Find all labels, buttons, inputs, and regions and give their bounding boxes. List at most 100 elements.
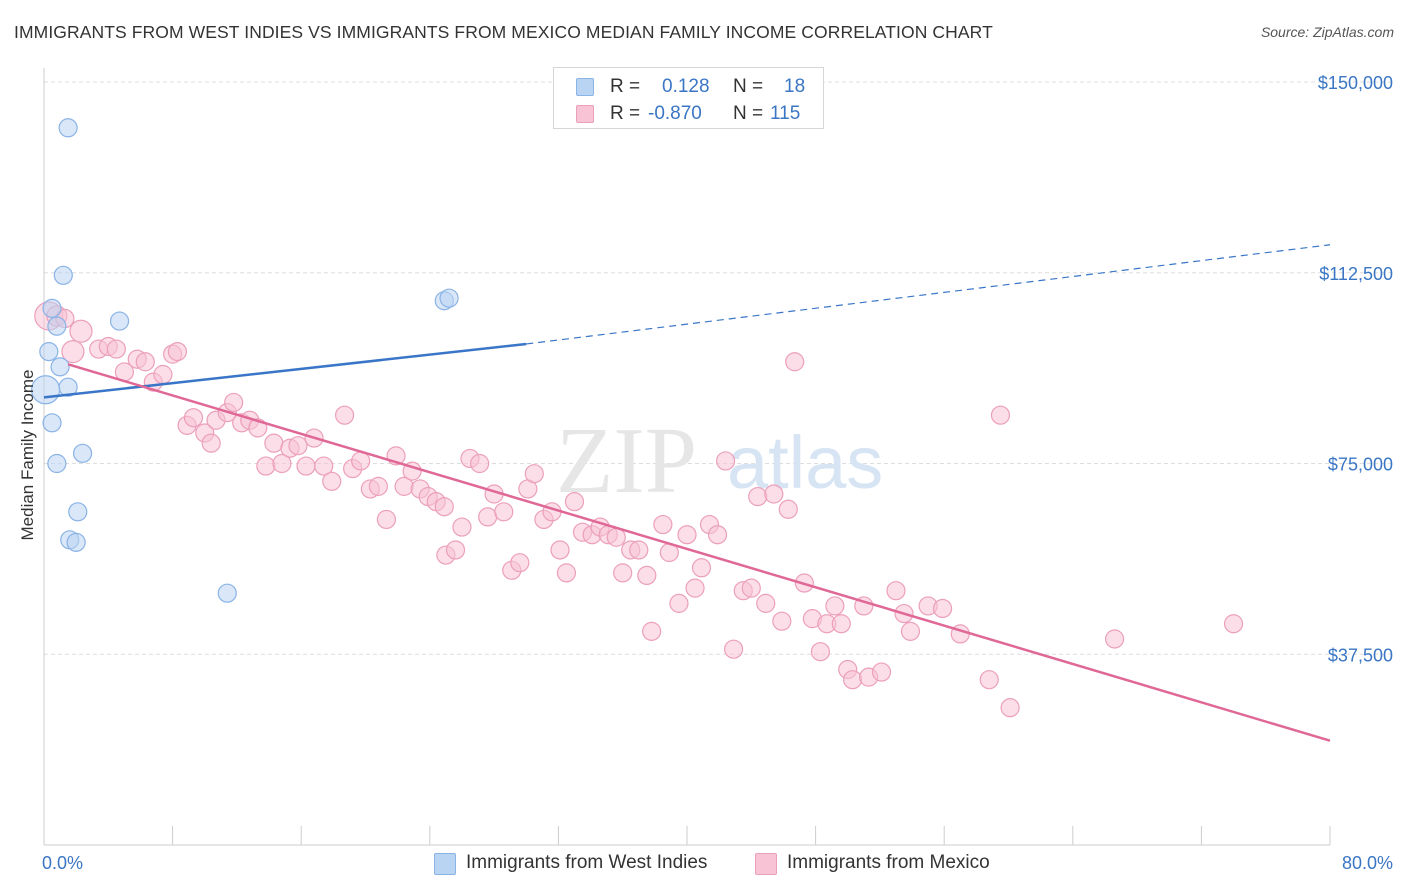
legend-swatch-blue <box>576 78 594 96</box>
data-point <box>1000 698 1020 718</box>
data-point <box>900 621 921 641</box>
chart-title: IMMIGRANTS FROM WEST INDIES VS IMMIGRANT… <box>14 22 993 42</box>
west-indies-points <box>31 118 459 603</box>
data-point <box>69 319 93 343</box>
data-point <box>642 621 662 641</box>
y-tick-label: $37,500 <box>1328 645 1393 665</box>
data-point <box>653 514 673 535</box>
data-point <box>272 453 292 474</box>
data-point <box>550 540 570 560</box>
data-point <box>42 413 62 433</box>
data-point <box>741 578 761 598</box>
data-point <box>53 265 73 285</box>
data-point <box>183 408 204 428</box>
data-point <box>288 436 308 456</box>
west-indies-trendline-extension <box>526 244 1331 345</box>
series-label: Immigrants from West Indies <box>466 852 708 873</box>
data-point <box>153 364 173 385</box>
y-tick-label: $112,500 <box>1319 264 1393 284</box>
series-swatch-pink <box>755 853 777 875</box>
data-point <box>50 357 70 377</box>
mexico-points <box>34 301 1244 718</box>
legend-r-label: R = <box>610 76 641 97</box>
x-tick-label: 80.0% <box>1342 853 1393 873</box>
data-point <box>452 517 472 537</box>
data-point <box>167 341 188 362</box>
data-point <box>39 341 59 362</box>
data-point <box>335 405 355 425</box>
y-axis-label: Median Family Income <box>18 369 37 540</box>
data-point <box>831 614 851 634</box>
gridlines <box>44 81 1395 655</box>
data-point <box>314 456 334 476</box>
data-point <box>47 316 67 336</box>
data-point <box>524 464 544 484</box>
data-point <box>556 563 577 583</box>
data-point <box>109 311 130 331</box>
mexico-trendline <box>67 363 1331 742</box>
data-point <box>637 565 657 586</box>
data-point <box>810 642 831 662</box>
data-point <box>707 525 728 545</box>
data-point <box>990 405 1011 425</box>
data-point <box>135 352 155 372</box>
correlation-legend: R = 0.128 N = 18 R = -0.870 N = 115 <box>553 67 824 129</box>
data-point <box>510 553 530 573</box>
legend-swatch-pink <box>576 105 594 123</box>
data-point <box>886 581 906 601</box>
legend-n-label: N = <box>733 103 764 124</box>
data-point <box>691 558 712 578</box>
data-point <box>217 583 237 603</box>
data-point <box>715 451 736 471</box>
data-point <box>785 352 805 372</box>
data-point <box>445 540 466 560</box>
data-point <box>470 453 490 474</box>
source-note: Source: ZipAtlas.com <box>1260 24 1394 40</box>
data-point <box>756 593 776 613</box>
data-point <box>724 639 744 659</box>
data-point <box>66 532 86 552</box>
data-point <box>201 433 221 453</box>
x-tick-label: 0.0% <box>42 853 83 873</box>
data-point <box>629 540 649 560</box>
data-point <box>932 598 953 619</box>
series-label: Immigrants from Mexico <box>787 852 990 873</box>
y-tick-label: $75,000 <box>1328 455 1393 475</box>
tick-labels: $150,000 $112,500 $75,000 $37,500 0.0% 80.0% <box>42 73 1393 873</box>
data-point <box>677 525 697 545</box>
data-point <box>1223 614 1244 634</box>
data-point <box>669 593 689 613</box>
data-point <box>564 492 585 512</box>
data-point <box>58 118 78 138</box>
data-point <box>72 443 93 463</box>
data-point <box>748 486 768 507</box>
legend-n-label: N = <box>733 76 764 97</box>
legend-r-label: R = <box>610 103 641 124</box>
data-point <box>478 507 498 527</box>
data-point <box>322 471 342 491</box>
data-point <box>871 662 892 682</box>
data-point <box>764 484 784 504</box>
west-indies-trendline <box>43 342 527 399</box>
trendlines <box>43 244 1331 742</box>
data-point <box>264 433 284 453</box>
data-point <box>439 288 459 308</box>
data-point <box>296 456 316 476</box>
y-tick-label: $150,000 <box>1318 73 1393 93</box>
data-point <box>825 596 845 616</box>
axes <box>43 68 1331 846</box>
series-swatch-blue <box>434 853 456 875</box>
data-point <box>685 578 705 598</box>
legend-n-value: 18 <box>784 76 806 97</box>
legend-r-value: -0.870 <box>648 103 702 124</box>
data-point <box>224 392 244 413</box>
data-point <box>979 670 999 690</box>
data-point <box>106 339 126 359</box>
data-point <box>42 298 62 318</box>
data-point <box>842 670 863 690</box>
data-point <box>368 476 388 496</box>
data-point <box>494 502 514 522</box>
data-point <box>376 509 396 530</box>
data-point <box>61 339 85 364</box>
